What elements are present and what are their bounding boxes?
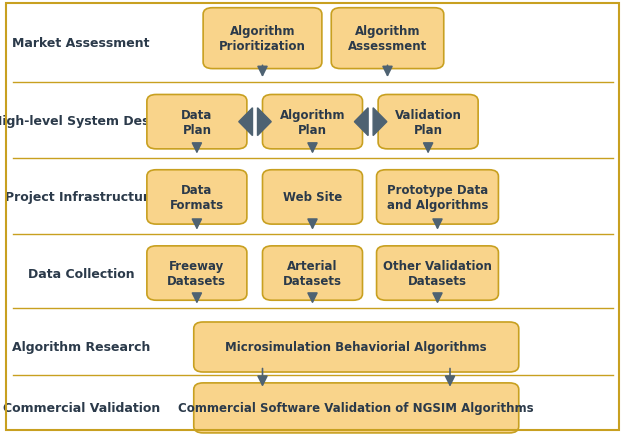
FancyBboxPatch shape	[147, 247, 247, 300]
Text: High-level System Design: High-level System Design	[0, 115, 171, 128]
Text: Algorithm Research: Algorithm Research	[12, 341, 151, 354]
Text: Algorithm
Assessment: Algorithm Assessment	[348, 25, 427, 53]
FancyBboxPatch shape	[262, 170, 362, 225]
Polygon shape	[258, 108, 271, 136]
FancyBboxPatch shape	[262, 95, 362, 149]
Text: Microsimulation Behaviorial Algorithms: Microsimulation Behaviorial Algorithms	[226, 341, 487, 354]
FancyBboxPatch shape	[376, 170, 499, 225]
Text: Algorithm
Prioritization: Algorithm Prioritization	[219, 25, 306, 53]
Text: Data Collection: Data Collection	[28, 267, 134, 280]
Text: Data
Plan: Data Plan	[181, 108, 213, 136]
Text: Market Assessment: Market Assessment	[12, 37, 150, 50]
Text: Web Site: Web Site	[283, 191, 342, 204]
FancyBboxPatch shape	[203, 9, 322, 69]
FancyBboxPatch shape	[147, 95, 247, 149]
FancyBboxPatch shape	[331, 9, 444, 69]
Polygon shape	[373, 108, 387, 136]
Polygon shape	[354, 108, 368, 136]
Text: Validation
Plan: Validation Plan	[395, 108, 462, 136]
Text: Freeway
Datasets: Freeway Datasets	[168, 260, 226, 287]
Text: Algorithm
Plan: Algorithm Plan	[280, 108, 345, 136]
FancyBboxPatch shape	[262, 247, 362, 300]
Text: Data
Formats: Data Formats	[170, 184, 224, 211]
Text: Prototype Data
and Algorithms: Prototype Data and Algorithms	[387, 184, 488, 211]
FancyBboxPatch shape	[378, 95, 478, 149]
Text: Other Validation
Datasets: Other Validation Datasets	[383, 260, 492, 287]
FancyBboxPatch shape	[194, 383, 519, 433]
Text: Arterial
Datasets: Arterial Datasets	[283, 260, 342, 287]
FancyBboxPatch shape	[376, 247, 499, 300]
FancyBboxPatch shape	[194, 322, 519, 372]
Text: Commercial Validation: Commercial Validation	[2, 401, 160, 414]
Text: Commercial Software Validation of NGSIM Algorithms: Commercial Software Validation of NGSIM …	[178, 401, 534, 414]
Text: Project Infrastructure: Project Infrastructure	[5, 191, 158, 204]
FancyBboxPatch shape	[147, 170, 247, 225]
Polygon shape	[239, 108, 252, 136]
